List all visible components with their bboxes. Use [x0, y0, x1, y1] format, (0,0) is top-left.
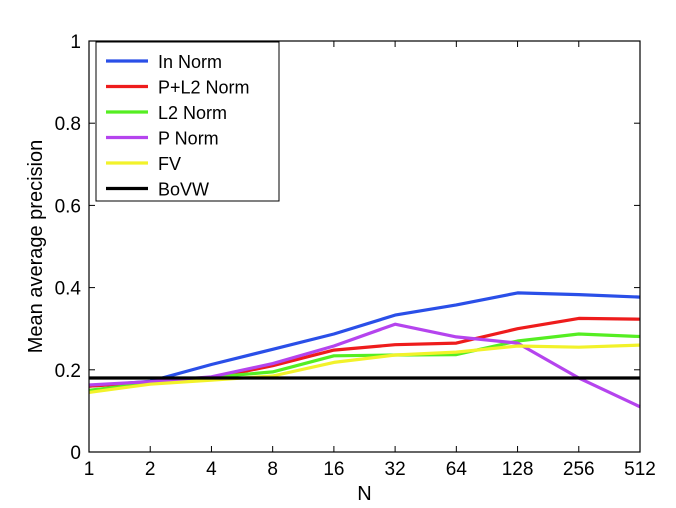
x-tick-label: 2 [145, 459, 156, 480]
legend-box [95, 41, 280, 202]
ticks-layer: 1 2 4 8 16 32 64 128 256 512 0 0.2 0.4 0.6 0.8 1 [55, 32, 656, 480]
x-tick-label: 1 [84, 459, 95, 480]
x-tick-label: 16 [323, 459, 344, 480]
series-layer [88, 291, 641, 409]
y-tick-label: 0.4 [55, 279, 82, 300]
series-line-4 [88, 343, 641, 394]
x-tick-label: 4 [206, 459, 217, 480]
y-tick-label: 0 [70, 443, 81, 464]
x-tick-label: 32 [385, 459, 406, 480]
x-axis-title: N [357, 483, 371, 505]
x-tick-label: 128 [502, 459, 534, 480]
x-tick-label: 64 [446, 459, 468, 480]
y-tick-label: 1 [70, 32, 81, 53]
legend-label-5: BoVW [158, 180, 209, 200]
y-tick-label: 0.2 [55, 361, 81, 382]
plot-frame [88, 40, 641, 453]
legend-label-4: FV [158, 154, 181, 174]
legend-label-3: P Norm [158, 129, 219, 149]
y-axis-title: Mean average precision [25, 140, 47, 353]
y-tick-label: 0.8 [55, 114, 81, 135]
x-tick-label: 256 [563, 459, 595, 480]
series-line-0 [88, 291, 641, 388]
legend-label-1: P+L2 Norm [158, 78, 250, 98]
legend: In Norm P+L2 Norm L2 Norm P Norm FV BoVW [95, 41, 280, 202]
legend-label-2: L2 Norm [158, 103, 227, 123]
x-tick-label: 512 [624, 459, 656, 480]
y-tick-label: 0.6 [55, 196, 81, 217]
legend-label-0: In Norm [158, 52, 222, 72]
x-tick-label: 8 [267, 459, 278, 480]
